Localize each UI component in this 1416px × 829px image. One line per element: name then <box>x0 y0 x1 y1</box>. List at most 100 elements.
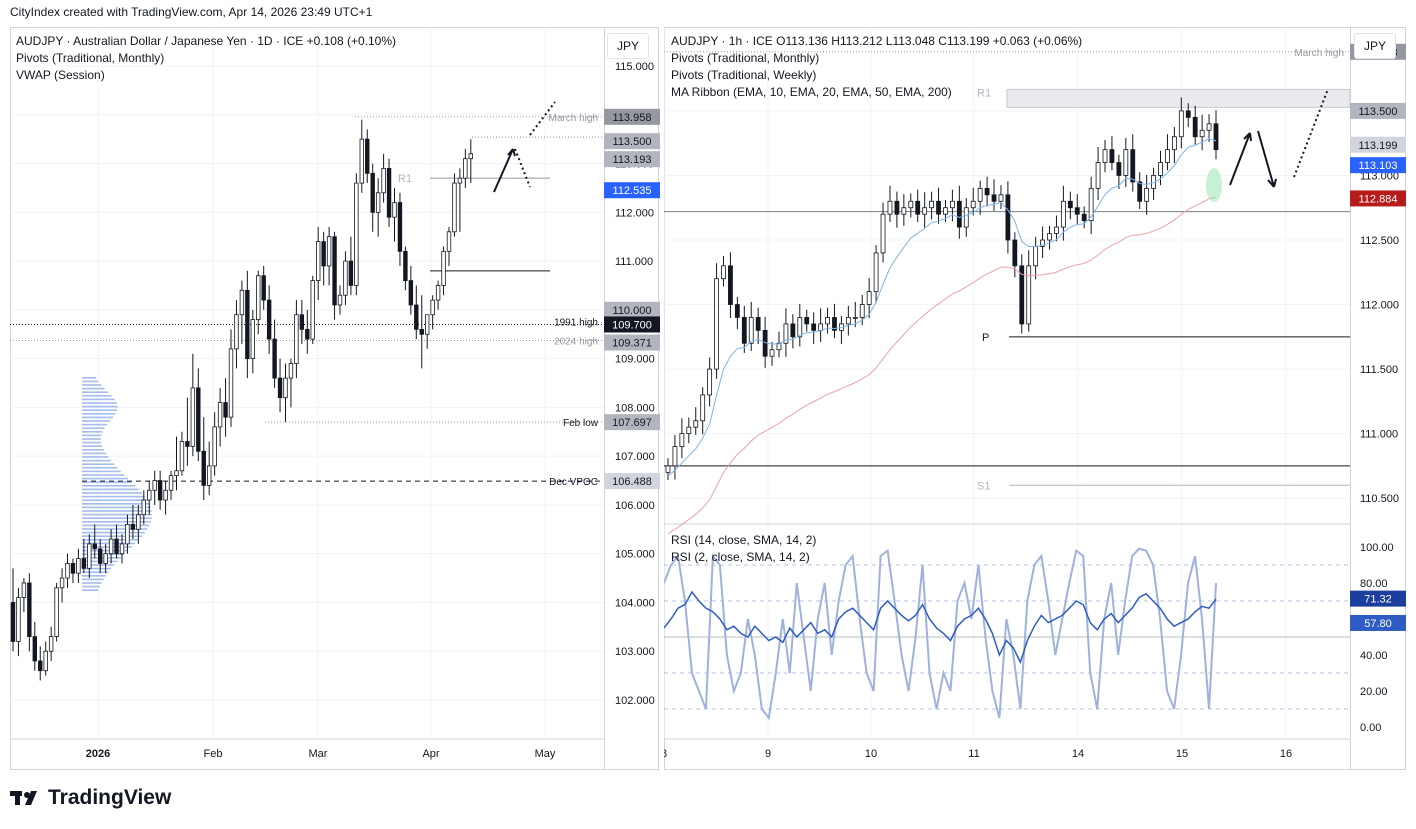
left-candle-body <box>430 299 435 316</box>
rsi2-line <box>664 547 1217 721</box>
volume-profile-bar <box>82 495 145 498</box>
chart-credit: CityIndex created with TradingView.com, … <box>10 5 373 19</box>
right-x-tick: 8 <box>664 748 667 760</box>
left-y-tick: 107.000 <box>615 451 655 463</box>
right-candle-body <box>672 446 678 467</box>
left-candle-body <box>381 168 386 194</box>
left-candle-body <box>147 489 152 501</box>
volume-profile-bar <box>82 524 150 527</box>
left-x-tick: Feb <box>204 748 223 760</box>
right-chart-svg[interactable]: 110.500 111.000 111.500 112.000 112.500 113.0… <box>664 27 1407 770</box>
right-legend-ma-ribbon[interactable]: MA Ribbon (EMA, 10, EMA, 20, EMA, 50, EM… <box>671 85 952 99</box>
tag-106488: 106.488 <box>612 476 652 488</box>
right-candle-body <box>1102 149 1108 163</box>
volume-profile-bar <box>82 575 106 577</box>
left-candle-body <box>332 236 337 306</box>
left-candle-body <box>98 548 103 564</box>
left-candle-body <box>326 236 332 267</box>
right-legend-symbol[interactable]: AUDJPY · 1h · ICE O113.136 H113.212 L113… <box>671 34 1083 48</box>
volume-profile-bar <box>82 553 125 555</box>
tag-h-113103-bg <box>1350 157 1406 174</box>
tag-110000: 110.000 <box>613 305 652 317</box>
left-candle-body <box>174 470 179 477</box>
right-candle-body <box>887 200 893 215</box>
tag-112535: 112.535 <box>613 185 652 197</box>
volume-profile-bar <box>82 549 129 552</box>
volume-profile-bar <box>82 387 105 390</box>
left-y-tick: 109.000 <box>615 354 655 366</box>
left-currency-button[interactable]: JPY <box>607 33 650 59</box>
volume-profile-bar <box>82 517 152 519</box>
right-candle-body <box>693 420 699 428</box>
tag-h-112884-bg <box>1350 190 1406 207</box>
latest-candle-highlight <box>1206 168 1222 202</box>
right-candle-body <box>1199 129 1205 138</box>
tag-rsi14: 71.32 <box>1364 594 1392 606</box>
right-legend-weekly-pivots[interactable]: Pivots (Traditional, Weekly) <box>671 68 817 82</box>
right-x-tick: 14 <box>1072 748 1084 760</box>
volume-profile-bar <box>82 578 104 581</box>
right-currency-button[interactable]: JPY <box>1354 33 1397 59</box>
rsi2-legend[interactable]: RSI (2, close, SMA, 14, 2) <box>671 550 810 564</box>
left-candle-body <box>266 299 272 340</box>
left-candle-body <box>212 426 217 467</box>
right-candle-body <box>1165 149 1170 163</box>
left-legend-symbol[interactable]: AUDJPY · Australian Dollar / Japanese Ye… <box>16 34 396 48</box>
left-candle-body <box>206 465 212 486</box>
tag-h-113199-bg <box>1350 136 1406 153</box>
left-candle-body <box>70 563 76 574</box>
volume-profile-bar <box>82 445 103 447</box>
tag-h-113500: 113.500 <box>1359 106 1398 118</box>
right-x-tick: 11 <box>968 748 979 760</box>
tag-rsi14-bg <box>1350 590 1406 607</box>
left-chart-svg[interactable]: 102.000 103.000 104.000 105.000 106.000 107.0… <box>10 27 660 770</box>
left-candle-body <box>386 168 392 218</box>
volume-profile-bar <box>82 380 99 383</box>
rsi-y-tick: 40.00 <box>1360 650 1388 662</box>
right-candle-body <box>950 200 955 209</box>
right-candle-body <box>1019 265 1025 325</box>
left-candle-body <box>299 314 305 330</box>
left-candle-body <box>217 402 223 428</box>
right-candle-body <box>956 200 962 228</box>
left-candle-body <box>168 475 174 491</box>
left-candle-body <box>359 138 364 184</box>
right-legend-monthly-pivots[interactable]: Pivots (Traditional, Monthly) <box>671 51 820 65</box>
left-candle-body <box>294 314 299 364</box>
left-legend-vwap[interactable]: VWAP (Session) <box>16 68 105 82</box>
right-candle-body <box>1192 116 1198 138</box>
tradingview-brand[interactable]: TradingView <box>10 786 171 810</box>
tag-112535-bg <box>604 182 660 199</box>
right-candle-body <box>1074 207 1080 215</box>
left-legend-pivots[interactable]: Pivots (Traditional, Monthly) <box>16 51 165 65</box>
right-candle-body <box>1116 162 1122 176</box>
left-chart-pane[interactable] <box>10 27 605 770</box>
left-candle-body <box>103 553 108 564</box>
left-candle-body <box>223 402 228 418</box>
volume-profile-bar <box>82 467 118 469</box>
volume-profile-bar <box>82 434 102 437</box>
right-candle-body <box>1005 194 1011 241</box>
right-candle-body <box>998 194 1004 202</box>
left-candle-body <box>457 177 463 184</box>
right-candle-body <box>1081 213 1087 222</box>
left-y-tick: 112.000 <box>615 207 654 219</box>
tag-113193: 113.193 <box>613 154 652 166</box>
volume-profile-bar <box>82 395 112 397</box>
right-candle-body <box>984 187 990 196</box>
right-candle-body <box>755 317 761 331</box>
rsi14-legend[interactable]: RSI (14, close, SMA, 14, 2) <box>671 533 817 547</box>
left-candle-body <box>163 489 168 501</box>
left-price-axis[interactable] <box>604 27 659 770</box>
left-candle-body <box>343 260 348 296</box>
volume-profile-bar <box>82 474 125 476</box>
left-candle-body <box>419 328 424 335</box>
left-x-tick: Apr <box>422 748 439 760</box>
right-x-tick: 9 <box>765 748 771 760</box>
right-candle-body <box>1033 246 1039 267</box>
right-candle-body <box>1130 149 1136 183</box>
right-candle-body <box>818 323 824 331</box>
volume-profile-bar <box>82 423 107 426</box>
left-candle-body <box>365 138 370 174</box>
volume-profile-bar <box>82 398 115 401</box>
